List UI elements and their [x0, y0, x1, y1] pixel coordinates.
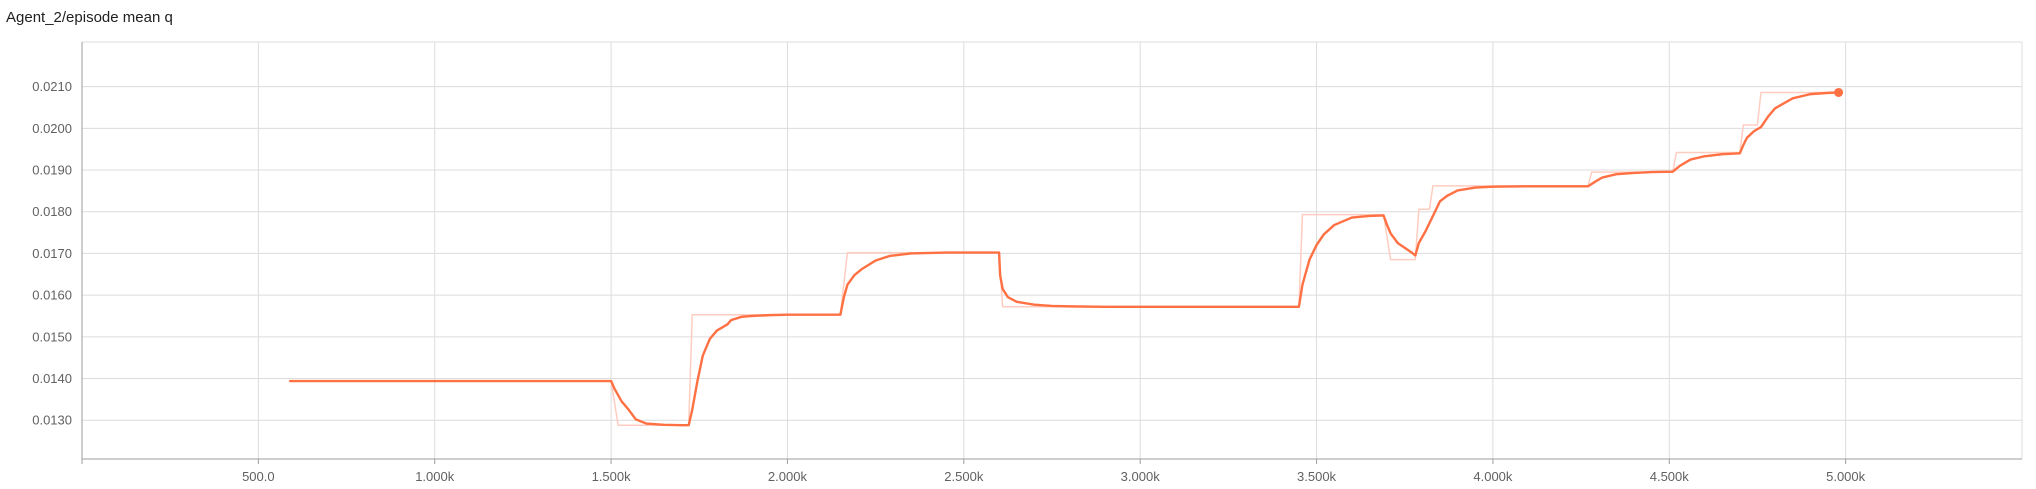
axes	[81, 42, 2022, 464]
chart-title: Agent_2/episode mean q	[6, 9, 173, 26]
y-tick-label: 0.0210	[32, 79, 72, 94]
y-tick-label: 0.0170	[32, 246, 72, 261]
x-tick-label: 1.500k	[592, 469, 632, 484]
smoothed-series-line	[288, 91, 1840, 427]
grid-lines	[82, 41, 2023, 459]
y-tick-label: 0.0180	[32, 204, 72, 219]
x-tick-label: 2.500k	[944, 469, 984, 484]
x-tick-label: 2.000k	[768, 469, 808, 484]
y-tick-label: 0.0200	[32, 121, 72, 136]
x-tick-label: 1.000k	[415, 469, 455, 484]
x-tick-label: 4.500k	[1650, 469, 1690, 484]
x-tick-label: 3.000k	[1121, 469, 1161, 484]
y-tick-label: 0.0150	[32, 329, 72, 344]
y-tick-label: 0.0130	[32, 413, 72, 428]
x-tick-label: 3.500k	[1297, 469, 1337, 484]
y-tick-label: 0.0190	[32, 163, 72, 178]
series-lines	[288, 91, 1840, 427]
last-point-marker	[1834, 87, 1844, 97]
x-tick-label: 500.0	[242, 469, 275, 484]
series-markers	[1834, 87, 1844, 97]
tick-labels: 0.0130 0.0140 0.0150 0.0160 0.0170 0.0180 0.01…	[32, 79, 1865, 484]
y-tick-label: 0.0140	[32, 371, 72, 386]
x-tick-label: 4.000k	[1473, 469, 1513, 484]
raw-series-line	[289, 91, 1840, 426]
x-tick-label: 5.000k	[1826, 469, 1866, 484]
y-tick-label: 0.0160	[32, 288, 72, 303]
